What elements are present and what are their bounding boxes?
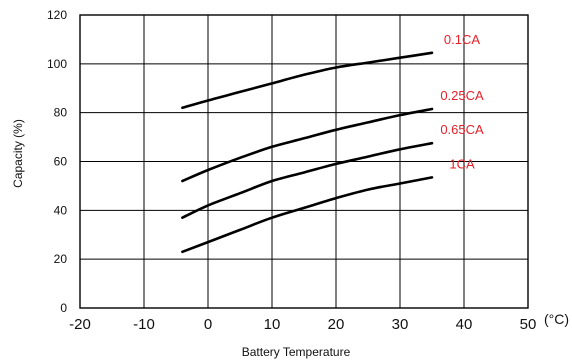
x-tick-label-4: 20 xyxy=(328,316,345,333)
series-labels: 0.1CA 0.25CA 0.65CA 1CA xyxy=(440,32,484,172)
y-tick-label-0: 0 xyxy=(60,301,67,315)
y-tick-label-4: 80 xyxy=(54,106,68,120)
x-axis-label: Battery Temperature xyxy=(242,345,351,359)
plot-area xyxy=(79,14,529,309)
y-tick-labels: 0 20 40 60 80 100 120 xyxy=(47,8,67,315)
grid xyxy=(80,15,528,308)
series-label-1ca: 1CA xyxy=(449,156,475,171)
y-axis-label: Capacity (%) xyxy=(11,119,25,188)
series-label-0-65ca: 0.65CA xyxy=(440,122,484,137)
series-line-0-1ca xyxy=(181,51,434,110)
x-tick-label-5: 30 xyxy=(392,316,409,333)
y-tick-label-1: 20 xyxy=(54,252,68,266)
series-lines xyxy=(181,51,434,254)
x-tick-labels: -20 -10 0 10 20 30 40 50 xyxy=(69,316,536,333)
y-tick-label-6: 120 xyxy=(47,8,67,22)
x-tick-label-1: -10 xyxy=(133,316,155,333)
x-tick-label-6: 40 xyxy=(456,316,473,333)
x-axis-unit: (°C) xyxy=(544,311,569,327)
series-label-0-1ca: 0.1CA xyxy=(444,32,480,47)
series-line-1ca xyxy=(181,176,434,254)
series-label-0-25ca: 0.25CA xyxy=(440,88,484,103)
y-tick-label-3: 60 xyxy=(54,155,68,169)
series-line-0-25ca xyxy=(181,107,434,183)
y-tick-label-2: 40 xyxy=(54,203,68,217)
x-tick-label-0: -20 xyxy=(69,316,91,333)
x-tick-label-3: 10 xyxy=(264,316,281,333)
y-tick-label-5: 100 xyxy=(47,57,67,71)
series-line-0-65ca xyxy=(181,141,434,219)
x-tick-label-2: 0 xyxy=(204,316,212,333)
x-tick-label-7: 50 xyxy=(520,316,537,333)
